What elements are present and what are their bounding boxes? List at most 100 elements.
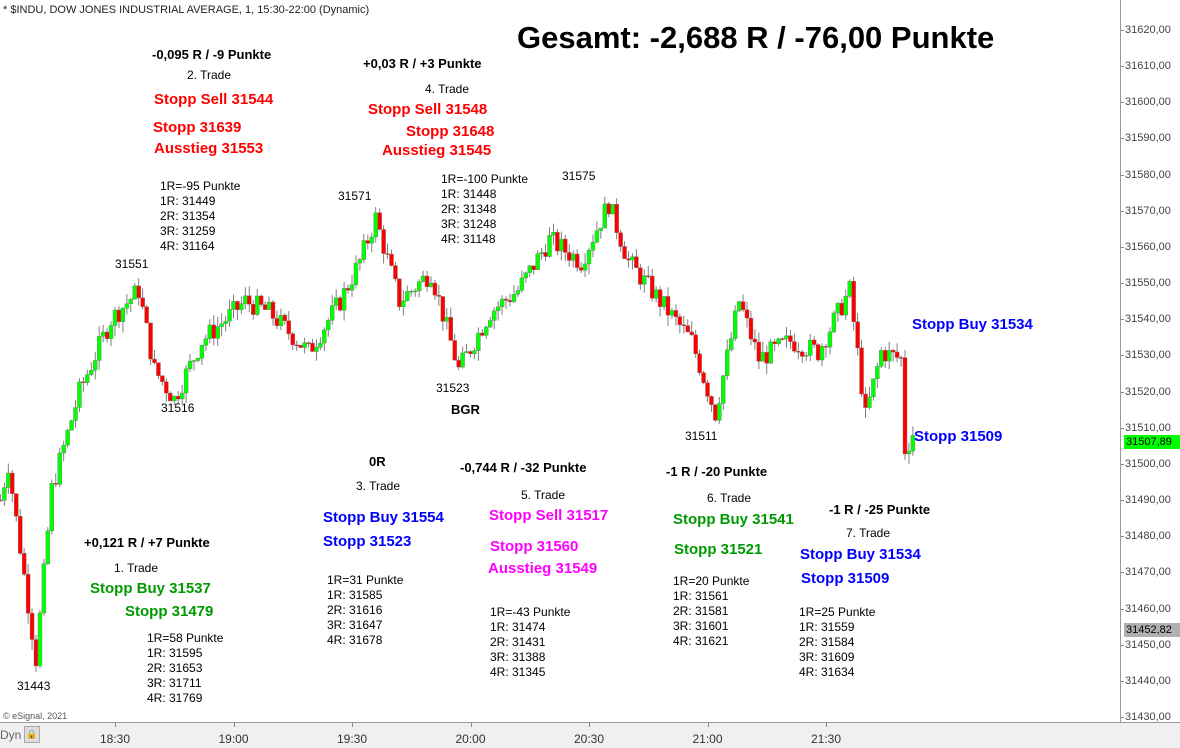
candle-body — [6, 472, 11, 488]
candle-body — [539, 252, 544, 255]
candle-body — [677, 316, 683, 325]
time-axis[interactable]: Dyn 🔒 18:30 19:00 19:30 20:00 20:30 21:00 21:3… — [0, 722, 1180, 748]
trade-2-stop: Stopp 31639 — [153, 119, 242, 136]
trade-1-label: 1. Trade — [114, 561, 159, 575]
candle-body — [713, 404, 718, 421]
candle-body — [393, 265, 398, 280]
candle-body — [314, 347, 319, 352]
candle-body — [527, 265, 532, 273]
y-tick-label: 31570,00 — [1121, 204, 1171, 217]
trade-5-entry: Stopp Sell 31517 — [489, 507, 609, 524]
candle-body — [898, 357, 904, 359]
price-axis[interactable]: 31620,00 31610,00 31600,00 31590,00 31580,00… — [1120, 0, 1180, 723]
trade-3-entry: Stopp Buy 31554 — [323, 509, 444, 526]
candle-body — [887, 349, 892, 362]
trade-5-exit: Ausstieg 31549 — [488, 560, 598, 577]
candle-body — [61, 444, 66, 454]
r-line: 2R: 31584 — [799, 635, 855, 649]
candle-body — [53, 483, 58, 485]
trade-6-stop: Stopp 31521 — [674, 541, 763, 558]
candle-body — [195, 358, 201, 361]
candle-body — [744, 309, 750, 319]
candle-body — [685, 325, 690, 333]
trade-3-result: 0R — [369, 454, 386, 469]
total-result: Gesamt: -2,688 R / -76,00 Punkte — [517, 20, 995, 55]
price-label: 31575 — [562, 169, 596, 183]
candle-body — [57, 452, 62, 485]
candle-body — [503, 298, 509, 301]
candle-body — [381, 229, 386, 254]
candle-body — [219, 323, 224, 327]
trade-1-entry: Stopp Buy 31537 — [90, 580, 211, 597]
candle-body — [409, 290, 414, 293]
candle-body — [274, 318, 280, 326]
trade-7-r-levels: 1R=25 Punkte 1R: 31559 2R: 31584 3R: 31609 4… — [799, 605, 875, 680]
candle-body — [740, 301, 746, 310]
candle-body — [464, 351, 469, 354]
candle-body — [428, 282, 434, 287]
candle-body — [559, 238, 564, 252]
x-tick-label: 20:30 — [573, 723, 605, 746]
trade-2-result: -0,095 R / -9 Punkte — [152, 47, 272, 62]
candle-body — [507, 300, 513, 303]
candle-body — [211, 324, 216, 339]
candle-body — [349, 284, 355, 291]
r-line: 2R: 31653 — [147, 661, 203, 675]
candle-body — [894, 351, 900, 358]
candle-body — [73, 407, 78, 421]
candle-body — [578, 267, 584, 271]
candle-body — [819, 346, 825, 361]
r-line: 3R: 31711 — [147, 676, 202, 690]
candle-body — [306, 342, 311, 344]
y-tick-label: 31610,00 — [1121, 60, 1171, 73]
last-price-tag: 31507,89 — [1124, 435, 1180, 450]
trade-3-stop: Stopp 31523 — [323, 533, 412, 550]
y-tick-label: 31500,00 — [1121, 457, 1171, 470]
trade-5-result: -0,744 R / -32 Punkte — [460, 460, 587, 475]
r-line: 3R: 31609 — [799, 650, 855, 664]
candle-body — [547, 235, 552, 257]
candle-body — [377, 212, 382, 230]
x-tick-label: 21:30 — [810, 723, 842, 746]
x-tick-label: 19:30 — [336, 723, 368, 746]
candle-body — [436, 294, 442, 297]
candle-body — [890, 349, 896, 353]
candle-body — [298, 345, 303, 348]
trade-4-result: +0,03 R / +3 Punkte — [363, 56, 482, 71]
r-line: 2R: 31348 — [441, 202, 497, 216]
candle-body — [215, 326, 220, 339]
candlestick-chart[interactable] — [0, 0, 1120, 722]
candle-body — [112, 309, 118, 326]
lock-icon[interactable]: 🔒 — [24, 726, 40, 743]
candle-body — [551, 232, 556, 236]
candle-body — [243, 295, 248, 304]
candle-body — [721, 375, 726, 404]
trade-4-label: 4. Trade — [425, 82, 470, 96]
candle-body — [460, 352, 465, 368]
candle-body — [800, 351, 805, 357]
candle-body — [266, 301, 272, 310]
candle-body — [784, 335, 789, 340]
r-line: 1R: 31474 — [490, 620, 546, 634]
candle-body — [879, 350, 884, 367]
dyn-label[interactable]: Dyn — [0, 728, 22, 742]
y-tick-label: 31450,00 — [1121, 638, 1171, 651]
candle-body — [223, 320, 228, 324]
trade-7-result: -1 R / -25 Punkte — [829, 502, 931, 517]
candle-body — [709, 396, 714, 405]
candle-body — [875, 366, 880, 380]
copyright: © eSignal, 2021 — [3, 711, 68, 721]
y-tick-label: 31460,00 — [1121, 602, 1171, 615]
candle-body — [89, 369, 94, 375]
current-stop: Stopp 31509 — [914, 428, 1003, 445]
candle-body — [871, 378, 876, 398]
candle-body — [650, 275, 655, 299]
candle-body — [614, 204, 619, 233]
candle-body — [132, 285, 137, 300]
candle-body — [622, 246, 627, 259]
r-line: 1R=25 Punkte — [799, 605, 876, 619]
candle-body — [144, 306, 149, 324]
candle-body — [116, 309, 122, 322]
candle-body — [2, 487, 7, 501]
candle-body — [883, 350, 888, 362]
